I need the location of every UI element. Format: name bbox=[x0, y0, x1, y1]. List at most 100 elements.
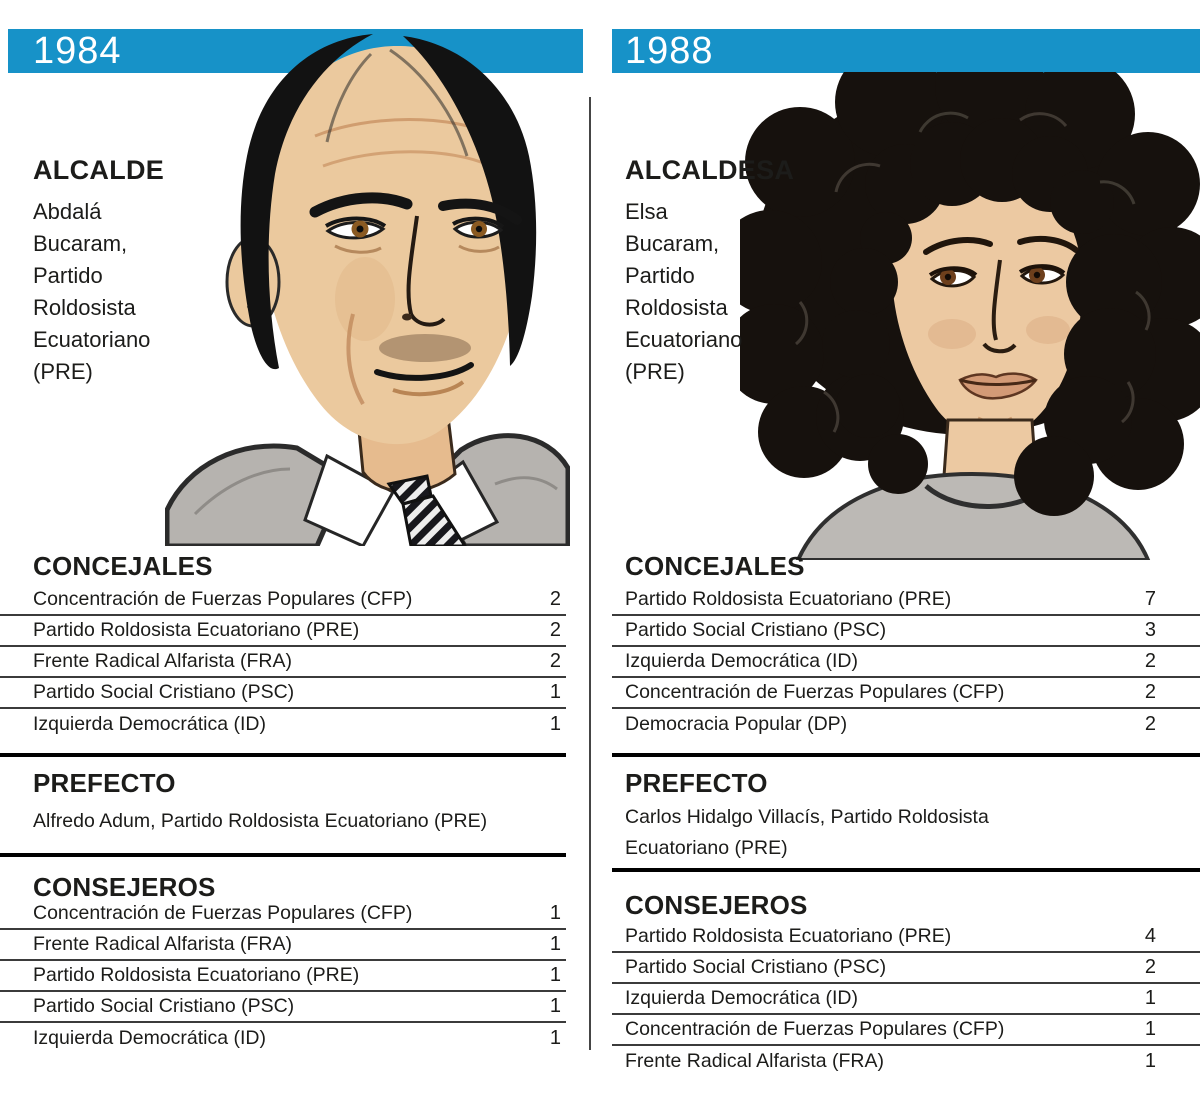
party-name: Partido Roldosista Ecuatoriano (PRE) bbox=[625, 588, 952, 610]
party-name: Partido Roldosista Ecuatoriano (PRE) bbox=[33, 619, 360, 641]
prefecto-title-1984: PREFECTO bbox=[33, 768, 176, 798]
office-title: ALCALDE bbox=[33, 155, 165, 185]
year-label: 1988 bbox=[625, 30, 714, 72]
section-divider bbox=[612, 753, 1200, 757]
party-seat-row: Partido Roldosista Ecuatoriano (PRE) 7 bbox=[612, 585, 1200, 616]
party-seat-row: Partido Roldosista Ecuatoriano (PRE) 1 bbox=[0, 961, 566, 992]
prefecto-holder-1984: Alfredo Adum, Partido Roldosista Ecuator… bbox=[33, 806, 487, 837]
party-name: Concentración de Fuerzas Populares (CFP) bbox=[625, 681, 1005, 703]
party-seat-row: Frente Radical Alfarista (FRA) 2 bbox=[0, 647, 566, 678]
party-seat-row: Partido Roldosista Ecuatoriano (PRE) 2 bbox=[0, 616, 566, 647]
party-name: Partido Roldosista Ecuatoriano (PRE) bbox=[625, 925, 952, 947]
party-seat-row: Concentración de Fuerzas Populares (CFP)… bbox=[612, 1015, 1200, 1046]
section-divider bbox=[612, 868, 1200, 872]
seat-count: 1 bbox=[549, 902, 561, 924]
concejales-title-1984: CONCEJALES bbox=[33, 551, 213, 581]
office-holder: Elsa Bucaram, Partido Roldosista Ecuator… bbox=[625, 196, 845, 388]
seat-count: 3 bbox=[1144, 619, 1156, 641]
seat-count: 2 bbox=[549, 619, 561, 641]
party-seat-row: Frente Radical Alfarista (FRA) 1 bbox=[612, 1046, 1200, 1077]
seat-count: 2 bbox=[1144, 713, 1156, 735]
year-bar-1984: 1984 bbox=[8, 29, 583, 73]
party-name: Concentración de Fuerzas Populares (CFP) bbox=[33, 588, 413, 610]
section-divider bbox=[0, 853, 566, 857]
party-seat-row: Concentración de Fuerzas Populares (CFP)… bbox=[0, 899, 566, 930]
prefecto-holder-line: Alfredo Adum, Partido Roldosista Ecuator… bbox=[33, 810, 488, 832]
party-seat-row: Partido Social Cristiano (PSC) 1 bbox=[0, 992, 566, 1023]
office-holder-line: Roldosista bbox=[625, 295, 728, 320]
concejales-table-1988: Partido Roldosista Ecuatoriano (PRE) 7 Pa… bbox=[612, 585, 1200, 740]
party-name: Izquierda Democrática (ID) bbox=[625, 987, 858, 1009]
seat-count: 4 bbox=[1144, 925, 1156, 947]
office-holder-line: Partido bbox=[625, 263, 695, 288]
party-name: Partido Roldosista Ecuatoriano (PRE) bbox=[33, 964, 360, 986]
prefecto-holder-line: Ecuatoriano (PRE) bbox=[625, 837, 788, 859]
office-holder-line: (PRE) bbox=[625, 359, 685, 384]
year-label: 1984 bbox=[33, 30, 122, 72]
consejeros-title-1988: CONSEJEROS bbox=[625, 890, 808, 920]
office-holder: Abdalá Bucaram, Partido Roldosista Ecuat… bbox=[33, 196, 253, 388]
seat-count: 1 bbox=[1144, 987, 1156, 1009]
concejales-title-1988: CONCEJALES bbox=[625, 551, 805, 581]
seat-count: 1 bbox=[549, 995, 561, 1017]
office-holder-line: Abdalá bbox=[33, 199, 102, 224]
section-divider bbox=[0, 753, 566, 757]
office-block-1988: ALCALDESA Elsa Bucaram, Partido Roldosis… bbox=[625, 155, 845, 388]
year-bar-1988: 1988 bbox=[612, 29, 1200, 73]
abdala-bucaram-portrait-illustration bbox=[164, 14, 571, 549]
office-holder-line: Ecuatoriano bbox=[33, 327, 151, 352]
party-name: Partido Social Cristiano (PSC) bbox=[33, 681, 295, 703]
seat-count: 7 bbox=[1144, 588, 1156, 610]
office-holder-line: Bucaram, bbox=[33, 231, 128, 256]
seat-count: 1 bbox=[1144, 1018, 1156, 1040]
party-seat-row: Partido Social Cristiano (PSC) 2 bbox=[612, 953, 1200, 984]
party-seat-row: Izquierda Democrática (ID) 1 bbox=[0, 1023, 566, 1054]
concejales-table-1984: Concentración de Fuerzas Populares (CFP)… bbox=[0, 585, 566, 740]
party-name: Frente Radical Alfarista (FRA) bbox=[33, 650, 292, 672]
party-seat-row: Izquierda Democrática (ID) 1 bbox=[612, 984, 1200, 1015]
seat-count: 1 bbox=[549, 713, 561, 735]
party-seat-row: Izquierda Democrática (ID) 1 bbox=[0, 709, 566, 740]
elsa-bucaram-portrait-illustration bbox=[718, 31, 1200, 562]
seat-count: 2 bbox=[1144, 956, 1156, 978]
office-holder-line: (PRE) bbox=[33, 359, 93, 384]
party-name: Concentración de Fuerzas Populares (CFP) bbox=[33, 902, 413, 924]
consejeros-table-1984: Concentración de Fuerzas Populares (CFP)… bbox=[0, 899, 566, 1054]
party-name: Concentración de Fuerzas Populares (CFP) bbox=[625, 1018, 1005, 1040]
office-holder-line: Roldosista bbox=[33, 295, 136, 320]
seat-count: 2 bbox=[549, 650, 561, 672]
prefecto-holder-1988: Carlos Hidalgo Villacís, Partido Roldosi… bbox=[625, 802, 989, 864]
seat-count: 1 bbox=[549, 681, 561, 703]
party-name: Frente Radical Alfarista (FRA) bbox=[625, 1050, 884, 1072]
party-seat-row: Partido Social Cristiano (PSC) 1 bbox=[0, 678, 566, 709]
office-holder-line: Ecuatoriano bbox=[625, 327, 743, 352]
party-seat-row: Partido Social Cristiano (PSC) 3 bbox=[612, 616, 1200, 647]
party-seat-row: Democracia Popular (DP) 2 bbox=[612, 709, 1200, 740]
seat-count: 1 bbox=[549, 964, 561, 986]
prefecto-holder-line: Carlos Hidalgo Villacís, Partido Roldosi… bbox=[625, 806, 989, 828]
party-name: Izquierda Democrática (ID) bbox=[625, 650, 858, 672]
seat-count: 2 bbox=[1144, 650, 1156, 672]
party-seat-row: Izquierda Democrática (ID) 2 bbox=[612, 647, 1200, 678]
party-name: Democracia Popular (DP) bbox=[625, 713, 848, 735]
prefecto-title-1988: PREFECTO bbox=[625, 768, 768, 798]
party-seat-row: Partido Roldosista Ecuatoriano (PRE) 4 bbox=[612, 922, 1200, 953]
column-divider bbox=[589, 97, 591, 1050]
party-seat-row: Concentración de Fuerzas Populares (CFP)… bbox=[0, 585, 566, 616]
party-seat-row: Concentración de Fuerzas Populares (CFP)… bbox=[612, 678, 1200, 709]
office-block-1984: ALCALDE Abdalá Bucaram, Partido Roldosis… bbox=[33, 155, 253, 388]
party-name: Partido Social Cristiano (PSC) bbox=[625, 619, 887, 641]
party-seat-row: Frente Radical Alfarista (FRA) 1 bbox=[0, 930, 566, 961]
consejeros-table-1988: Partido Roldosista Ecuatoriano (PRE) 4 Pa… bbox=[612, 922, 1200, 1077]
seat-count: 2 bbox=[1144, 681, 1156, 703]
seat-count: 2 bbox=[549, 588, 561, 610]
party-name: Partido Social Cristiano (PSC) bbox=[625, 956, 887, 978]
seat-count: 1 bbox=[549, 933, 561, 955]
office-holder-line: Partido bbox=[33, 263, 103, 288]
seat-count: 1 bbox=[1144, 1050, 1156, 1072]
party-name: Izquierda Democrática (ID) bbox=[33, 1027, 266, 1049]
consejeros-title-1984: CONSEJEROS bbox=[33, 872, 216, 902]
office-title: ALCALDESA bbox=[625, 155, 795, 185]
party-name: Izquierda Democrática (ID) bbox=[33, 713, 266, 735]
